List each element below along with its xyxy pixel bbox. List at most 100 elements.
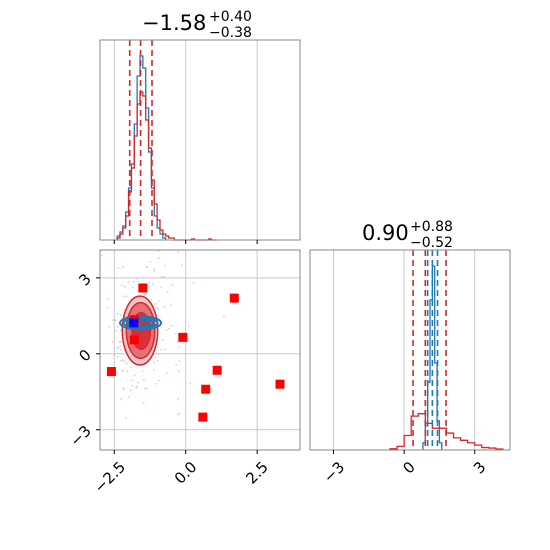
- scatter-point: [153, 269, 156, 272]
- red-marker-9: [275, 379, 285, 389]
- scatter-point: [119, 349, 122, 351]
- scatter-point: [155, 382, 158, 385]
- scatter-point: [131, 379, 133, 382]
- scatter-point: [106, 306, 109, 309]
- panel4-quantile-lines: [412, 250, 447, 450]
- scatter-point: [108, 325, 111, 328]
- scatter-point: [115, 329, 118, 332]
- scatter-point: [123, 388, 125, 390]
- scatter-point: [128, 243, 130, 245]
- scatter-point: [171, 283, 174, 286]
- panel1-title-value: −1.58: [142, 11, 206, 35]
- panel1-frame: [99, 39, 301, 241]
- scatter-point: [178, 360, 181, 363]
- scatter-point: [160, 275, 163, 278]
- scatter-point: [91, 316, 93, 318]
- scatter-point: [116, 313, 119, 316]
- scatter-point: [125, 295, 128, 298]
- scatter-point: [150, 298, 152, 301]
- panel3-frame: [99, 249, 301, 451]
- panel1-hist-red: [116, 91, 218, 241]
- scatter-point: [144, 387, 146, 390]
- scatter-point: [157, 300, 160, 303]
- panel4-xtick-label-2: 3: [470, 458, 489, 477]
- scatter-point: [160, 348, 163, 351]
- panel1-hist-blue: [116, 55, 167, 240]
- scatter-point: [127, 281, 130, 283]
- blue-marker-0: [129, 318, 139, 328]
- scatter-point: [156, 307, 159, 309]
- panel4-grid: [333, 250, 476, 450]
- panel4-ticks: −3 0 3: [320, 450, 489, 486]
- scatter-point: [189, 382, 192, 385]
- scatter-point: [114, 319, 117, 322]
- panel4-histogram: −3 0 3: [309, 249, 511, 486]
- scatter-point: [154, 352, 157, 355]
- scatter-point: [166, 372, 168, 374]
- scatter-point: [170, 324, 173, 327]
- panel1-title-plus: +0.40: [209, 9, 252, 25]
- scatter-point: [158, 257, 160, 259]
- scatter-point: [164, 348, 167, 351]
- panel4-xtick-label-0: −3: [320, 458, 348, 486]
- scatter-point: [156, 359, 159, 362]
- panel3-markers: [106, 283, 285, 422]
- scatter-point: [177, 251, 179, 253]
- scatter-point: [157, 352, 160, 355]
- scatter-point: [147, 281, 150, 284]
- scatter-point: [163, 275, 166, 278]
- scatter-point: [181, 264, 183, 267]
- scatter-point: [101, 254, 103, 257]
- scatter-point: [131, 384, 134, 387]
- panel3-xtick-label-0: −2.5: [91, 458, 129, 496]
- scatter-point: [166, 291, 169, 294]
- scatter-point: [112, 319, 115, 322]
- scatter-point: [177, 398, 180, 400]
- scatter-point: [188, 325, 191, 328]
- panel1-quantile-lines: [128, 40, 153, 240]
- scatter-point: [97, 288, 99, 290]
- scatter-point: [82, 453, 84, 455]
- scatter-point: [153, 361, 156, 364]
- blue-contour-level-3: [119, 315, 163, 331]
- scatter-point: [177, 370, 180, 372]
- scatter-point: [129, 366, 132, 369]
- scatter-point: [163, 305, 166, 308]
- scatter-point: [145, 266, 148, 268]
- scatter-point: [168, 327, 170, 330]
- red-marker-5: [106, 367, 116, 377]
- panel1-title: −1.58 +0.40 −0.38: [142, 9, 252, 41]
- scatter-point: [117, 267, 120, 270]
- panel2-title: 0.90 +0.88 −0.52: [362, 219, 453, 251]
- panel1-grid: [113, 40, 258, 240]
- scatter-point: [145, 387, 148, 390]
- scatter-point: [96, 226, 98, 228]
- scatter-point: [122, 295, 125, 298]
- scatter-point: [136, 381, 139, 384]
- scatter-point: [121, 369, 124, 372]
- scatter-point: [156, 308, 159, 311]
- blue-contour-level-1: [126, 319, 155, 327]
- panel3-ytick-label-2: 3: [75, 270, 94, 289]
- panel3-ticks: −2.5 0.0 2.5 −3 0 3: [66, 270, 271, 497]
- scatter-point: [223, 315, 225, 318]
- panel3-contours: [119, 295, 163, 366]
- panel1-title-minus: −0.38: [209, 25, 252, 41]
- scatter-point: [192, 281, 195, 284]
- scatter-point: [164, 264, 167, 267]
- scatter-point: [149, 261, 152, 263]
- scatter-point: [126, 370, 129, 373]
- red-marker-3: [178, 332, 188, 342]
- blue-contour-level-2: [122, 317, 159, 329]
- scatter-point: [157, 379, 160, 382]
- red-marker-6: [212, 365, 222, 375]
- scatter-point: [142, 401, 145, 404]
- panel1-hists: [116, 55, 218, 241]
- panel2-title-minus: −0.52: [410, 235, 453, 251]
- scatter-point: [175, 364, 178, 366]
- scatter-point: [174, 332, 177, 335]
- red-marker-8: [198, 412, 208, 422]
- scatter-point: [119, 345, 122, 347]
- scatter-point: [117, 346, 120, 349]
